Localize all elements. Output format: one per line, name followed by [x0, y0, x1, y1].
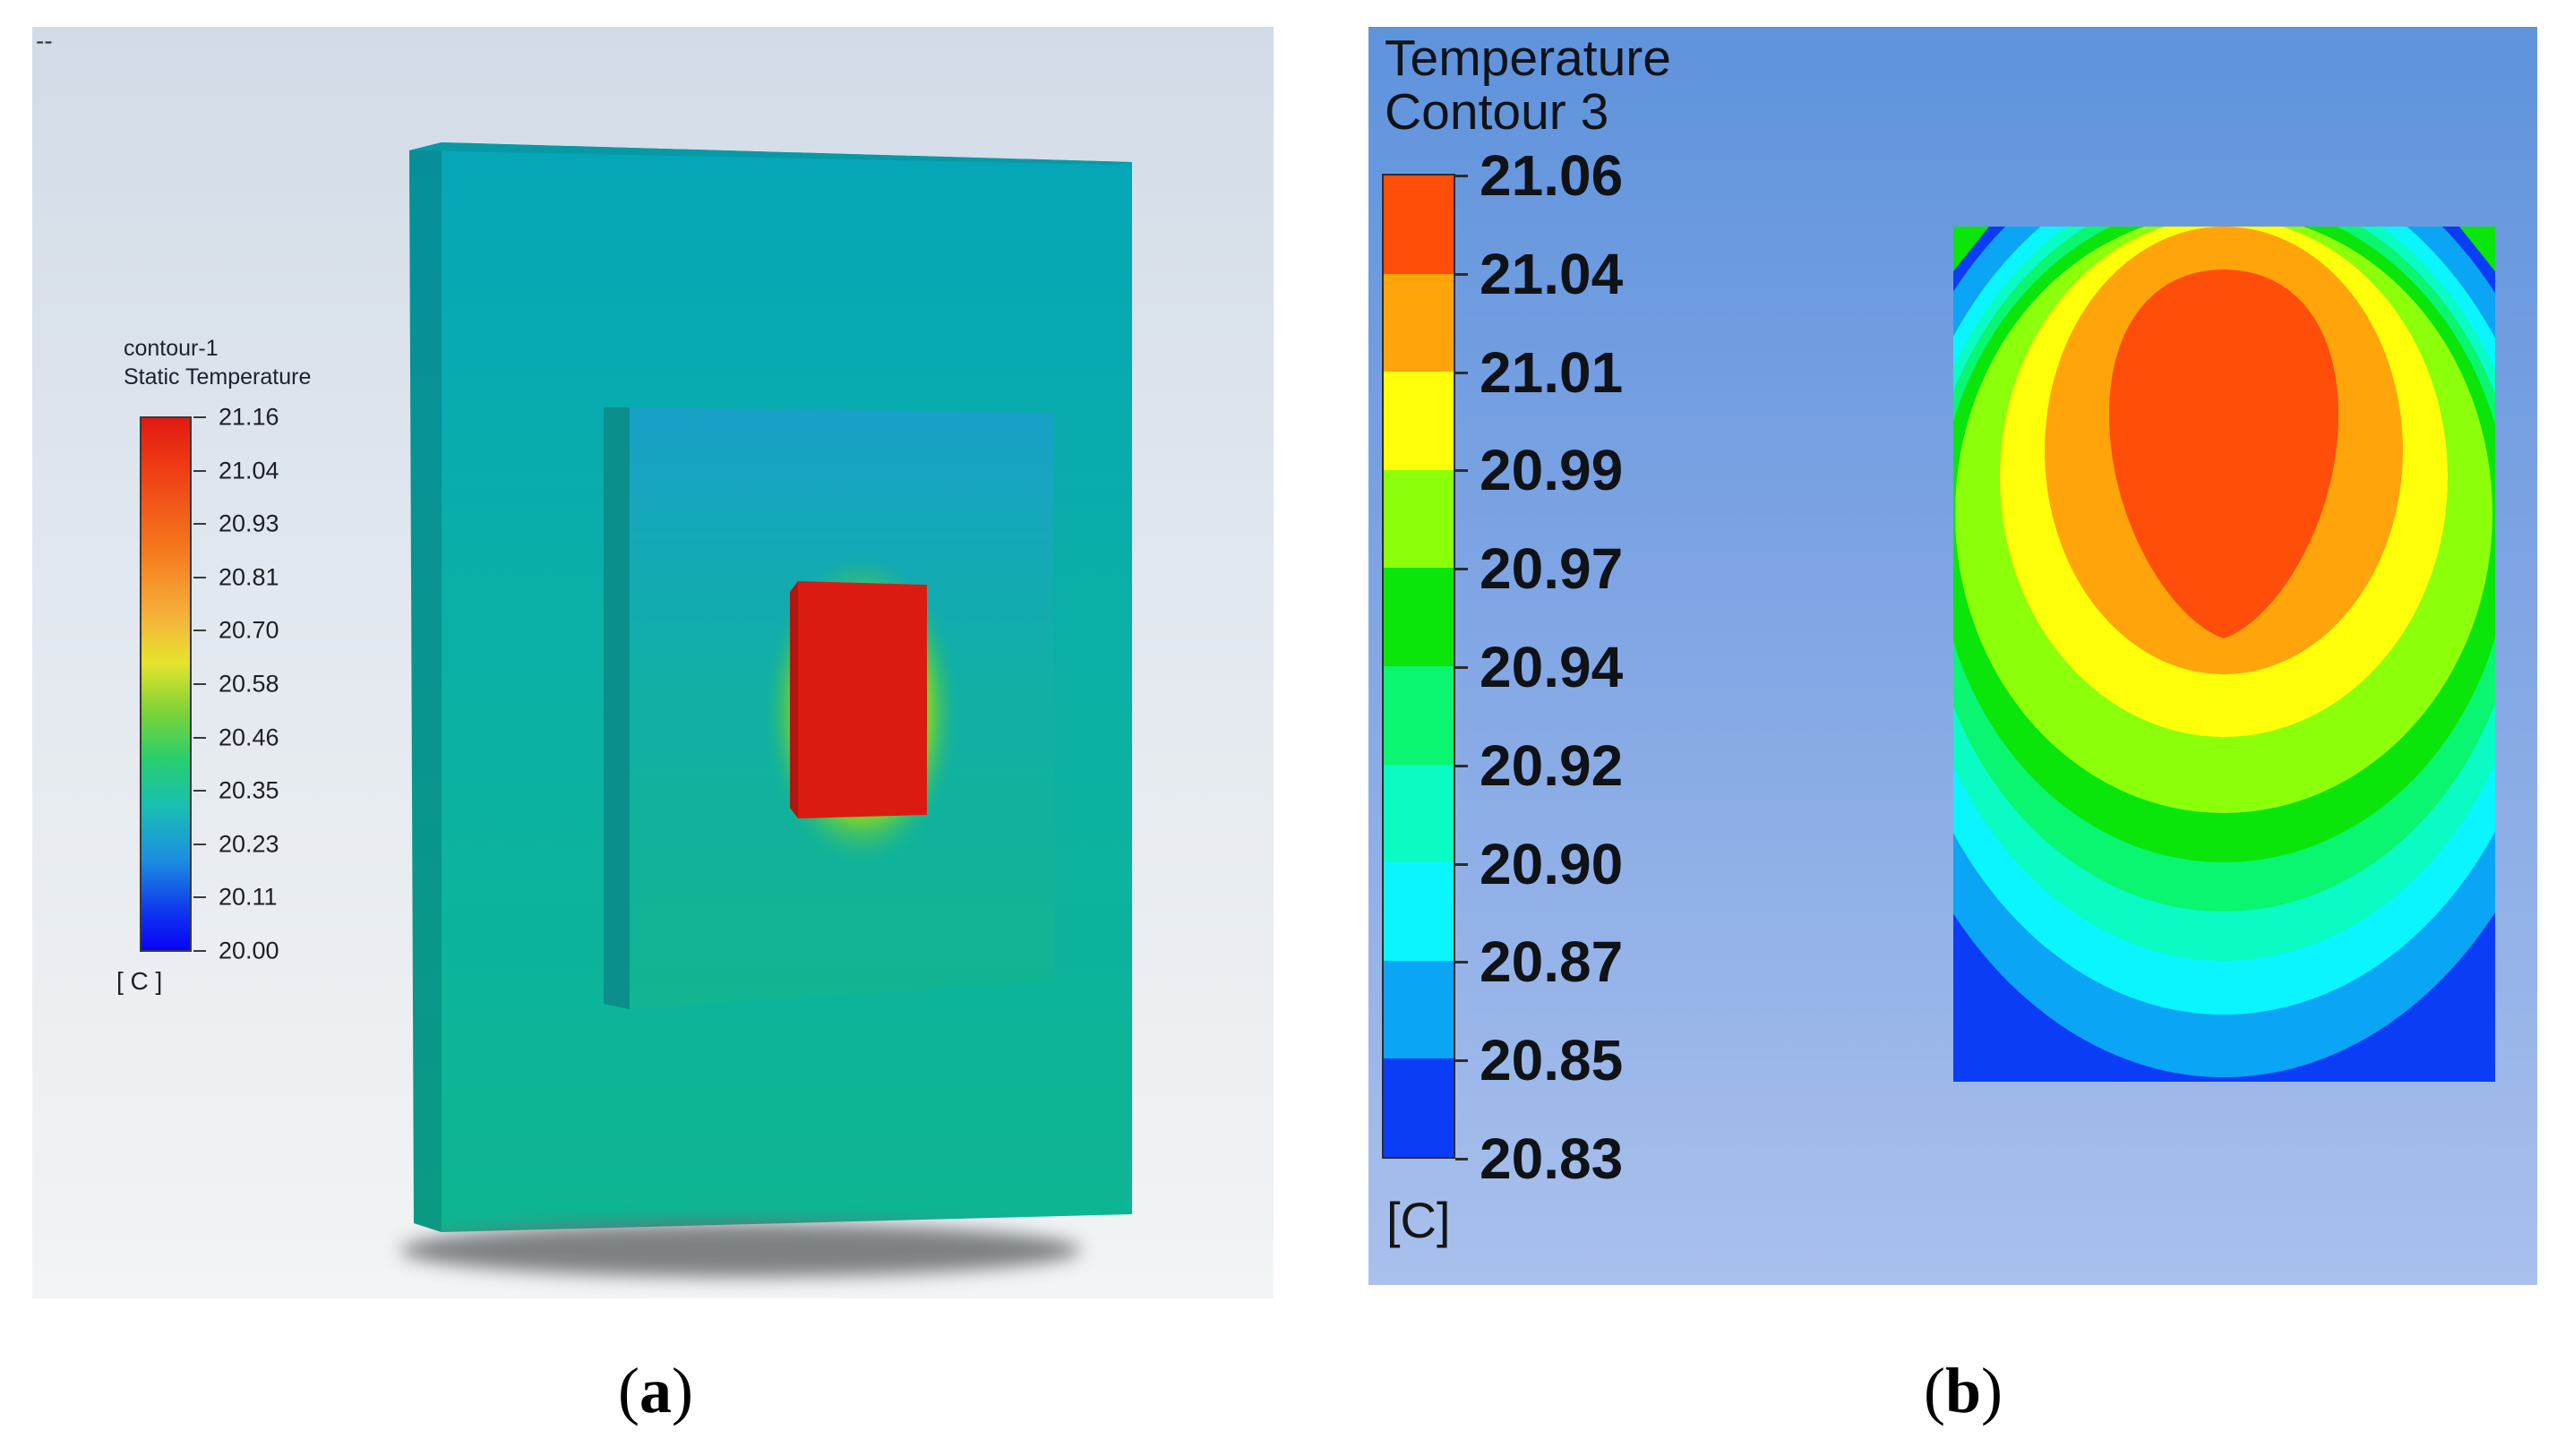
colorbar-b-label: 20.87	[1480, 929, 1624, 995]
caption-b: (b)	[1924, 1355, 2003, 1426]
colorbar-a-tick	[193, 950, 206, 952]
colorbar-b-tick	[1455, 568, 1468, 571]
heater-side	[790, 581, 798, 818]
colorbar-b-tick	[1455, 469, 1468, 473]
panel-b-contour-view: Temperature Contour 3 [C] 21.06 21.04 21.0…	[1368, 27, 2537, 1285]
colorbar-a-tick	[193, 790, 206, 792]
corner-marker: --	[36, 27, 53, 55]
legend-a-title: contour-1 Static Temperature	[124, 334, 311, 391]
colorbar-a-label: 21.16	[219, 403, 279, 431]
band-21-06	[2109, 270, 2338, 638]
colorbar-b-label: 20.92	[1480, 732, 1624, 798]
caption-b-letter: b	[1944, 1355, 1982, 1426]
colorbar-b-band	[1384, 273, 1454, 373]
slab-top-edge	[409, 142, 1132, 165]
colorbar-b-band	[1384, 764, 1454, 863]
colorbar-a-label: 20.46	[219, 724, 279, 751]
colorbar-b-tick	[1455, 764, 1468, 767]
colorbar-b-band	[1384, 862, 1454, 961]
colorbar-a-label: 20.35	[219, 776, 279, 804]
colorbar-a-tick	[193, 683, 206, 685]
legend-b-title: Temperature Contour 3	[1385, 31, 1671, 139]
colorbar-b-band	[1384, 568, 1454, 666]
colorbar-b-tick	[1455, 666, 1468, 669]
colorbar-a-label: 21.04	[219, 457, 279, 484]
colorbar-b	[1382, 174, 1455, 1159]
slab-side-face	[409, 142, 442, 1232]
colorbar-b-tick	[1455, 1059, 1468, 1063]
panel-a-3d-view: -- contour-1 Static Temperature [ C ]	[32, 27, 1274, 1298]
colorbar-b-tick	[1455, 371, 1468, 374]
colorbar-b-label: 21.06	[1480, 143, 1624, 208]
colorbar-a-label: 20.23	[219, 830, 279, 858]
colorbar-b-label: 21.04	[1480, 241, 1624, 306]
colorbar-a-tick	[193, 469, 206, 472]
colorbar-b-tick	[1455, 1158, 1468, 1161]
colorbar-a-tick	[193, 523, 206, 526]
colorbar-a-tick	[193, 843, 206, 845]
colorbar-a-label: 20.58	[219, 670, 279, 698]
colorbar-b-band	[1384, 1058, 1454, 1157]
colorbar-b-label: 20.83	[1480, 1126, 1624, 1191]
caption-a: (a)	[618, 1355, 693, 1426]
legend-b-unit: [C]	[1386, 1192, 1451, 1248]
colorbar-b-tick	[1455, 175, 1468, 177]
legend-a-name: contour-1	[124, 336, 219, 361]
colorbar-a-label: 20.81	[219, 563, 279, 591]
corner-top-right	[2459, 227, 2495, 271]
colorbar-a-label: 20.70	[219, 616, 279, 644]
colorbar-b-tick	[1455, 862, 1468, 866]
colorbar-a-label: 20.93	[219, 510, 279, 537]
colorbar-b-label: 20.94	[1480, 635, 1624, 699]
colorbar-a-label: 20.11	[219, 883, 278, 911]
slab-shadow	[400, 1223, 1081, 1277]
colorbar-a-tick	[193, 576, 206, 578]
colorbar-b-band	[1384, 469, 1454, 569]
colorbar-b-band	[1384, 665, 1454, 765]
colorbar-b-label: 20.85	[1480, 1028, 1624, 1093]
heater-block	[798, 581, 927, 818]
legend-b-name: Temperature	[1385, 30, 1671, 87]
slab-model	[400, 113, 1132, 1277]
corner-top-left	[1953, 227, 1989, 271]
colorbar-a	[140, 416, 192, 952]
caption-a-letter: a	[639, 1355, 672, 1426]
temperature-contour-plot	[1953, 227, 2495, 1082]
colorbar-a-tick	[193, 630, 206, 632]
colorbar-b-band	[1384, 372, 1454, 470]
colorbar-b-band	[1384, 176, 1454, 274]
slab-geometry	[409, 142, 1132, 1232]
legend-a-unit: [ C ]	[116, 967, 163, 995]
colorbar-b-tick	[1455, 961, 1468, 964]
colorbar-b-label: 20.97	[1480, 536, 1624, 602]
colorbar-a-tick	[193, 736, 206, 739]
colorbar-b-band	[1384, 960, 1454, 1059]
colorbar-a-tick	[193, 416, 206, 418]
legend-a-variable: Static Temperature	[124, 364, 312, 390]
colorbar-b-label: 21.01	[1480, 339, 1624, 405]
pocket-side-face	[604, 407, 630, 1009]
legend-b-variable: Contour 3	[1385, 83, 1609, 141]
colorbar-b-label: 20.90	[1480, 831, 1624, 896]
colorbar-b-tick	[1455, 272, 1468, 276]
colorbar-a-label: 20.00	[219, 937, 279, 964]
colorbar-b-label: 20.99	[1480, 438, 1624, 503]
colorbar-a-tick	[193, 896, 206, 899]
